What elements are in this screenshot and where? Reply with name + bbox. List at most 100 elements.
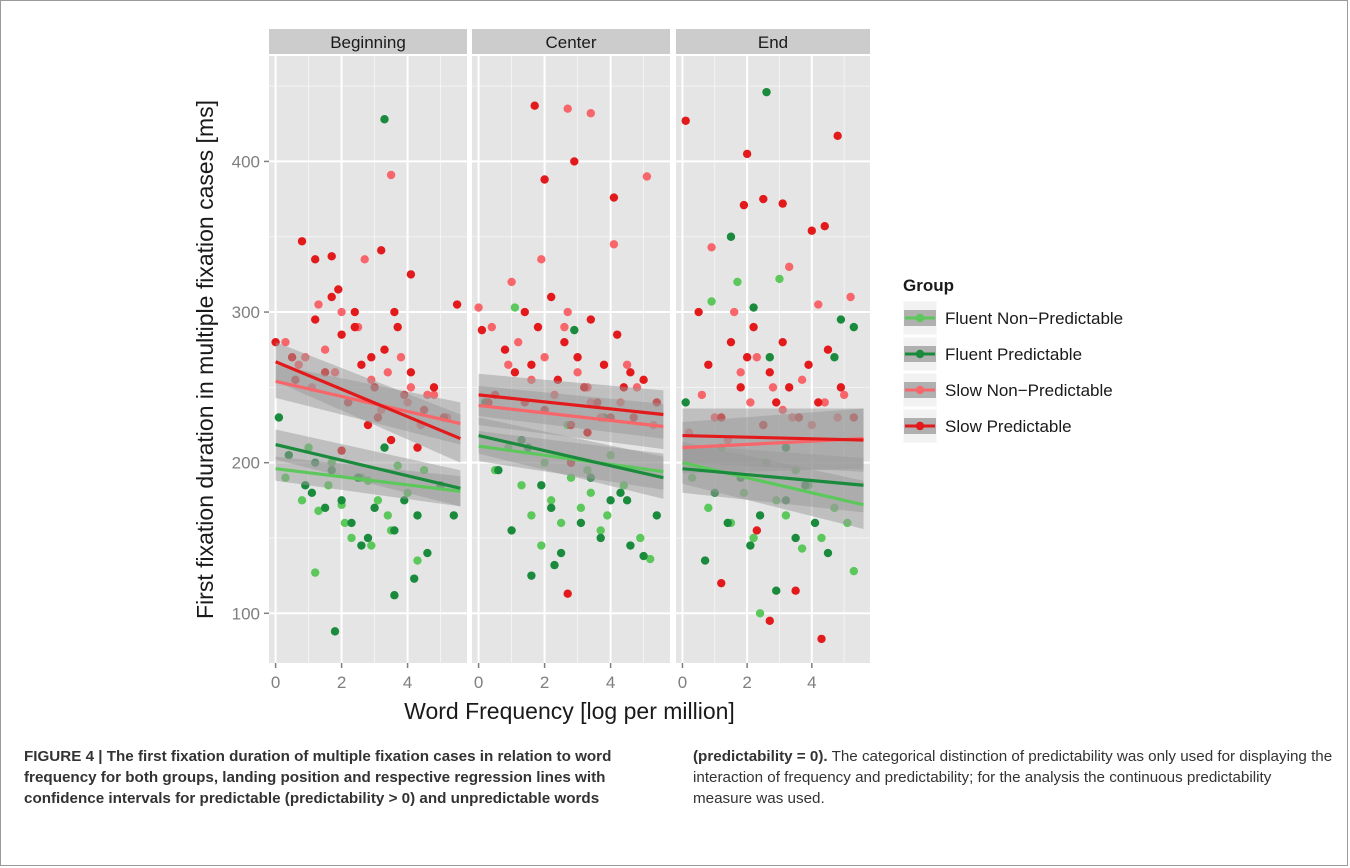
data-point bbox=[586, 109, 595, 118]
data-point bbox=[717, 578, 726, 588]
data-point bbox=[550, 560, 559, 570]
data-point bbox=[373, 496, 383, 505]
x-tick-label: 4 bbox=[807, 673, 816, 692]
data-point bbox=[311, 255, 320, 264]
data-point bbox=[500, 345, 510, 354]
data-point bbox=[393, 322, 402, 332]
data-point bbox=[350, 322, 359, 332]
data-point bbox=[746, 541, 755, 550]
legend-label: Slow Non−Predictable bbox=[945, 381, 1113, 400]
data-point bbox=[413, 443, 422, 452]
data-point bbox=[547, 496, 556, 505]
data-point bbox=[320, 345, 330, 354]
facet-strip-beginning bbox=[269, 29, 467, 54]
y-tick-label: 300 bbox=[232, 303, 260, 322]
data-point bbox=[775, 274, 784, 284]
data-point bbox=[540, 175, 549, 184]
regression-line bbox=[275, 379, 461, 426]
data-point bbox=[563, 104, 572, 113]
data-point bbox=[707, 243, 716, 252]
regression-line bbox=[682, 461, 864, 507]
data-point bbox=[297, 496, 307, 505]
data-point bbox=[340, 518, 350, 528]
data-point bbox=[449, 511, 458, 520]
data-point bbox=[700, 556, 710, 565]
data-point bbox=[327, 252, 336, 261]
data-point bbox=[739, 200, 749, 210]
data-point bbox=[413, 556, 422, 565]
data-point bbox=[759, 194, 768, 204]
data-point bbox=[576, 503, 586, 513]
data-point bbox=[768, 383, 778, 392]
data-point bbox=[383, 511, 392, 520]
data-point bbox=[560, 337, 569, 347]
data-point bbox=[307, 488, 317, 497]
data-point bbox=[726, 232, 736, 241]
data-point bbox=[807, 226, 816, 235]
data-point bbox=[742, 149, 752, 159]
data-point bbox=[697, 390, 707, 400]
data-point bbox=[626, 368, 635, 377]
data-point bbox=[556, 548, 566, 558]
caption-title-right: (predictability = 0). bbox=[693, 748, 828, 765]
facet-label-end: End bbox=[758, 33, 788, 52]
facet-label-beginning: Beginning bbox=[330, 33, 406, 52]
data-point bbox=[576, 518, 586, 528]
data-point bbox=[350, 307, 359, 317]
data-point bbox=[563, 589, 572, 598]
data-point bbox=[742, 353, 752, 362]
data-point bbox=[804, 360, 813, 369]
data-point bbox=[547, 503, 556, 513]
regression-line bbox=[478, 434, 664, 480]
data-point bbox=[681, 116, 690, 125]
data-point bbox=[586, 488, 595, 497]
regression-line bbox=[478, 403, 664, 429]
data-point bbox=[784, 262, 794, 272]
caption-title-left: The first fixation duration of multiple … bbox=[24, 748, 612, 807]
data-point bbox=[527, 360, 536, 369]
data-point bbox=[781, 511, 791, 520]
regression-line bbox=[478, 444, 664, 474]
data-point bbox=[778, 199, 787, 208]
data-point bbox=[573, 368, 582, 377]
data-point bbox=[681, 398, 690, 407]
data-point bbox=[772, 586, 781, 595]
data-point bbox=[410, 574, 419, 583]
data-point bbox=[314, 300, 323, 309]
data-point bbox=[337, 496, 346, 505]
data-point bbox=[386, 435, 396, 445]
legend-key-point bbox=[915, 385, 925, 395]
x-tick-label: 4 bbox=[606, 673, 615, 692]
data-point bbox=[334, 285, 343, 294]
facet-strip-center bbox=[472, 29, 670, 54]
panel-bg-center bbox=[472, 56, 670, 663]
data-point bbox=[330, 627, 340, 636]
data-point bbox=[836, 383, 846, 392]
data-point bbox=[383, 368, 392, 377]
data-point bbox=[765, 353, 774, 362]
data-point bbox=[370, 503, 379, 513]
data-point bbox=[347, 533, 356, 543]
caption-left-column: FIGURE 4 | The first fixation duration o… bbox=[24, 746, 665, 809]
data-point bbox=[833, 131, 842, 141]
data-point bbox=[533, 322, 543, 332]
legend-label: Fluent Non−Predictable bbox=[945, 309, 1123, 328]
data-point bbox=[609, 240, 619, 249]
data-point bbox=[823, 345, 833, 354]
data-point bbox=[636, 533, 645, 543]
data-point bbox=[367, 353, 376, 362]
data-point bbox=[609, 193, 619, 202]
data-point bbox=[820, 222, 829, 231]
data-point bbox=[694, 307, 703, 317]
legend-key-point bbox=[915, 421, 925, 431]
data-point bbox=[733, 277, 742, 287]
data-point bbox=[762, 87, 771, 97]
data-point bbox=[540, 353, 549, 362]
data-point bbox=[406, 383, 416, 392]
data-point bbox=[380, 443, 389, 452]
data-point bbox=[817, 533, 826, 543]
data-point bbox=[613, 330, 622, 339]
data-point bbox=[337, 307, 346, 317]
data-point bbox=[749, 533, 758, 543]
